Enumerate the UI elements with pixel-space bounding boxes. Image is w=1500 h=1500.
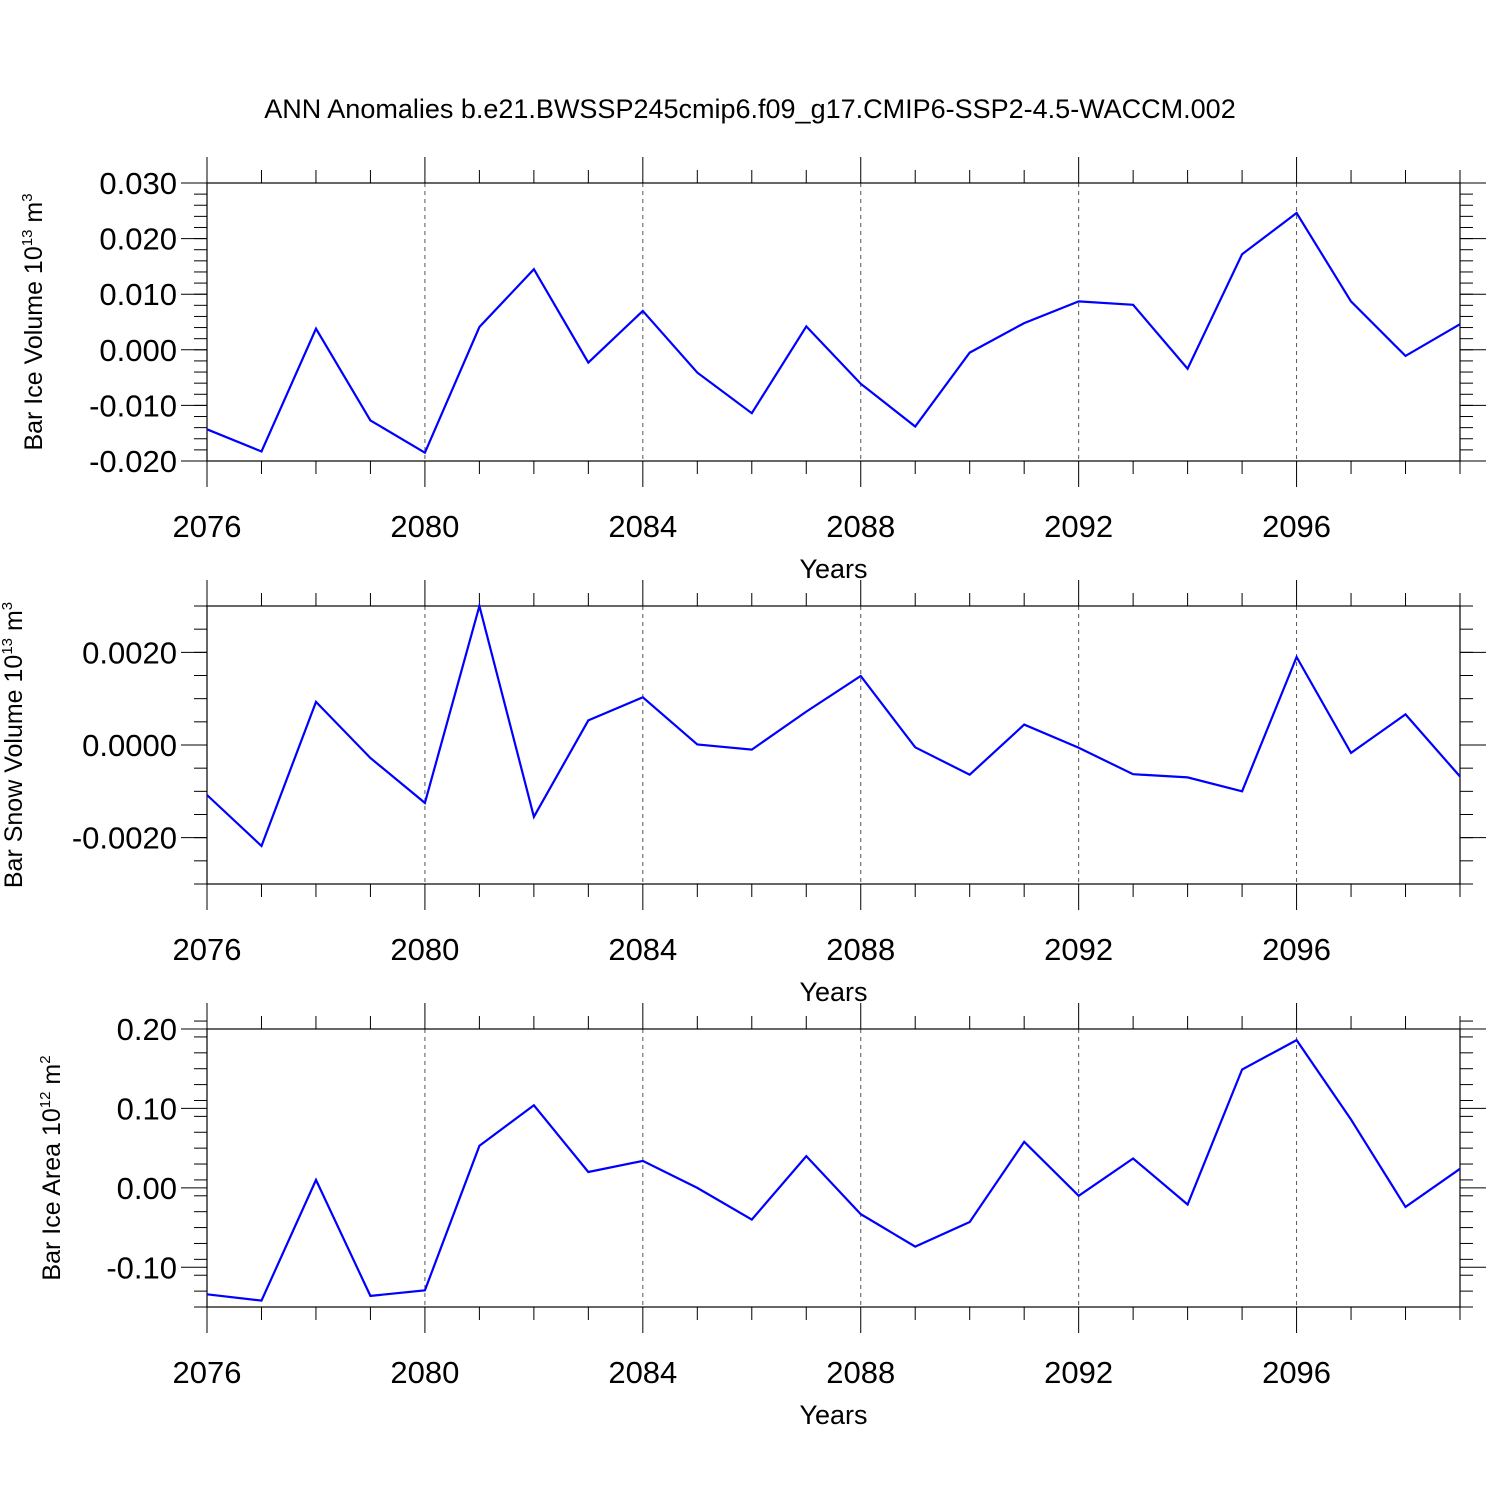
chart-panel-3: -0.10 0.00 0.10 0.20 2076 2080 2084 2088 2092 209…	[37, 1003, 1486, 1430]
x-tick-label: 2088	[826, 932, 895, 967]
x-tick-label: 2080	[390, 932, 459, 967]
y-tick-label: 0.00	[117, 1171, 177, 1206]
series-line	[206, 211, 1461, 455]
x-tick-label: 2084	[608, 932, 677, 967]
x-tick-label: 2076	[173, 932, 242, 967]
y-tick-label: -0.10	[106, 1250, 177, 1285]
x-tick-label: 2096	[1262, 932, 1331, 967]
y-tick-label: 0.010	[99, 277, 177, 312]
x-tick-label: 2084	[608, 509, 677, 544]
plot-frame	[206, 605, 1461, 885]
x-tick-label: 2096	[1262, 1355, 1331, 1390]
chart-panel-2: -0.0020 0.0000 0.0020 2076 2080 2084 2088 2092 2…	[0, 580, 1486, 1007]
y-tick-label: 0.000	[99, 333, 177, 368]
series-line	[206, 601, 1461, 848]
x-tick-label: 2076	[173, 509, 242, 544]
series-line	[206, 1038, 1461, 1302]
x-tick-label: 2080	[390, 509, 459, 544]
y-axis-title: Bar Ice Volume 1013 m3	[19, 193, 48, 450]
x-tick-label: 2084	[608, 1355, 677, 1390]
x-tick-label: 2076	[173, 1355, 242, 1390]
chart-title: ANN Anomalies b.e21.BWSSP245cmip6.f09_g1…	[264, 94, 1235, 124]
plot-frame	[206, 182, 1461, 462]
x-axis-title: Years	[799, 977, 867, 1007]
x-tick-label: 2092	[1044, 509, 1113, 544]
y-tick-label: 0.0000	[82, 728, 177, 763]
y-tick-label: -0.020	[89, 444, 177, 479]
x-tick-label: 2092	[1044, 1355, 1113, 1390]
x-tick-label: 2092	[1044, 932, 1113, 967]
y-axis-title: Bar Snow Volume 1013 m3	[0, 602, 28, 888]
x-axis-title: Years	[799, 1400, 867, 1430]
x-tick-label: 2088	[826, 1355, 895, 1390]
y-tick-label: 0.10	[117, 1091, 177, 1126]
x-tick-label: 2088	[826, 509, 895, 544]
x-axis-title: Years	[799, 554, 867, 584]
y-tick-label: 0.020	[99, 222, 177, 257]
plot-frame	[206, 1028, 1461, 1308]
x-tick-label: 2096	[1262, 509, 1331, 544]
y-tick-label: 0.030	[99, 166, 177, 201]
y-tick-label: 0.0020	[82, 635, 177, 670]
y-axis-title: Bar Ice Area 1012 m2	[37, 1055, 66, 1280]
y-tick-label: -0.0020	[72, 821, 177, 856]
x-tick-label: 2080	[390, 1355, 459, 1390]
chart-panel-1: -0.020 -0.010 0.000 0.010 0.020 0.030 2076 2080…	[19, 157, 1486, 584]
y-tick-label: -0.010	[89, 388, 177, 423]
y-tick-label: 0.20	[117, 1012, 177, 1047]
